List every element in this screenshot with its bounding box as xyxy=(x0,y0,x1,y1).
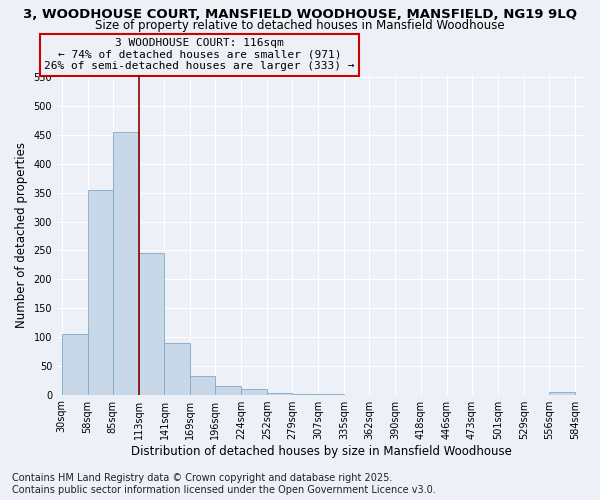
Text: 3 WOODHOUSE COURT: 116sqm
← 74% of detached houses are smaller (971)
26% of semi: 3 WOODHOUSE COURT: 116sqm ← 74% of detac… xyxy=(44,38,355,72)
Y-axis label: Number of detached properties: Number of detached properties xyxy=(15,142,28,328)
Bar xyxy=(113,132,139,394)
Bar xyxy=(190,376,215,394)
Text: 3, WOODHOUSE COURT, MANSFIELD WOODHOUSE, MANSFIELD, NG19 9LQ: 3, WOODHOUSE COURT, MANSFIELD WOODHOUSE,… xyxy=(23,8,577,20)
Text: Contains HM Land Registry data © Crown copyright and database right 2025.
Contai: Contains HM Land Registry data © Crown c… xyxy=(12,474,436,495)
Text: Size of property relative to detached houses in Mansfield Woodhouse: Size of property relative to detached ho… xyxy=(95,18,505,32)
Bar xyxy=(62,334,88,394)
Title: 3, WOODHOUSE COURT, MANSFIELD WOODHOUSE, MANSFIELD, NG19 9LQ
Size of property re: 3, WOODHOUSE COURT, MANSFIELD WOODHOUSE,… xyxy=(0,499,1,500)
X-axis label: Distribution of detached houses by size in Mansfield Woodhouse: Distribution of detached houses by size … xyxy=(131,444,511,458)
Bar xyxy=(215,386,241,394)
Bar xyxy=(139,254,164,394)
Bar xyxy=(549,392,575,394)
Bar xyxy=(241,390,267,394)
Bar xyxy=(88,190,113,394)
Bar xyxy=(164,342,190,394)
